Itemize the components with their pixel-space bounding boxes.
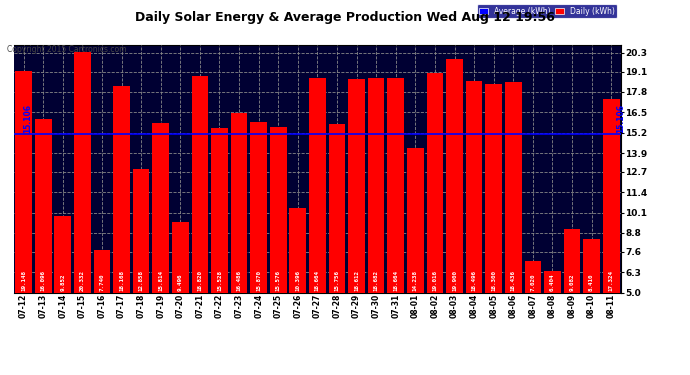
Text: 18.300: 18.300 — [491, 270, 496, 291]
Bar — [524, 261, 541, 292]
Bar — [309, 78, 326, 292]
Text: 19.900: 19.900 — [452, 270, 457, 291]
Text: 20.332: 20.332 — [80, 270, 85, 291]
Bar — [387, 78, 404, 292]
Text: 18.168: 18.168 — [119, 270, 124, 291]
Text: 18.612: 18.612 — [354, 270, 359, 291]
Bar — [55, 216, 71, 292]
Bar — [348, 79, 365, 292]
Bar — [94, 250, 110, 292]
Bar — [426, 73, 443, 292]
Text: 18.820: 18.820 — [197, 270, 202, 291]
Text: 6.404: 6.404 — [550, 274, 555, 291]
Text: 15.106: 15.106 — [23, 104, 32, 134]
Bar — [603, 99, 620, 292]
Text: 18.664: 18.664 — [315, 270, 320, 291]
Text: 7.740: 7.740 — [99, 274, 104, 291]
Bar — [505, 82, 522, 292]
Text: Daily Solar Energy & Average Production Wed Aug 12 19:56: Daily Solar Energy & Average Production … — [135, 11, 555, 24]
Text: 15.106: 15.106 — [616, 104, 626, 134]
Text: 12.858: 12.858 — [139, 270, 144, 291]
Text: 18.664: 18.664 — [393, 270, 398, 291]
Text: 15.528: 15.528 — [217, 270, 222, 291]
Text: 7.020: 7.020 — [531, 274, 535, 291]
Text: 18.436: 18.436 — [511, 270, 515, 291]
Bar — [544, 270, 561, 292]
Bar — [328, 124, 345, 292]
Bar — [152, 123, 169, 292]
Text: 15.814: 15.814 — [158, 270, 164, 291]
Text: 18.496: 18.496 — [471, 270, 477, 291]
Bar — [250, 122, 267, 292]
Text: 15.756: 15.756 — [335, 270, 339, 291]
Bar — [230, 112, 248, 292]
Text: 17.324: 17.324 — [609, 270, 613, 291]
Text: Copyright 2015 Cartronics.com: Copyright 2015 Cartronics.com — [7, 45, 126, 54]
Bar — [113, 86, 130, 292]
Text: 19.016: 19.016 — [433, 270, 437, 291]
Bar — [211, 128, 228, 292]
Bar — [270, 127, 286, 292]
Text: 10.396: 10.396 — [295, 270, 300, 291]
Text: 16.486: 16.486 — [237, 270, 241, 291]
Bar — [583, 239, 600, 292]
Bar — [485, 84, 502, 292]
Text: 15.870: 15.870 — [256, 270, 261, 291]
Text: 14.238: 14.238 — [413, 270, 418, 291]
Bar — [446, 59, 463, 292]
Bar — [368, 78, 384, 292]
Bar — [132, 170, 150, 292]
Bar — [172, 222, 188, 292]
Text: 15.576: 15.576 — [276, 270, 281, 291]
Bar — [466, 81, 482, 292]
Bar — [15, 71, 32, 292]
Text: 9.496: 9.496 — [178, 274, 183, 291]
Bar — [192, 76, 208, 292]
Text: 8.410: 8.410 — [589, 274, 594, 291]
Text: 18.682: 18.682 — [374, 270, 379, 291]
Bar — [35, 118, 52, 292]
Bar — [74, 53, 90, 292]
Bar — [290, 208, 306, 292]
Text: 19.148: 19.148 — [21, 270, 26, 291]
Text: 9.082: 9.082 — [569, 274, 575, 291]
Legend: Average (kWh), Daily (kWh): Average (kWh), Daily (kWh) — [477, 4, 617, 18]
Bar — [407, 148, 424, 292]
Text: 9.852: 9.852 — [60, 274, 66, 291]
Bar — [564, 228, 580, 292]
Text: 16.096: 16.096 — [41, 270, 46, 291]
